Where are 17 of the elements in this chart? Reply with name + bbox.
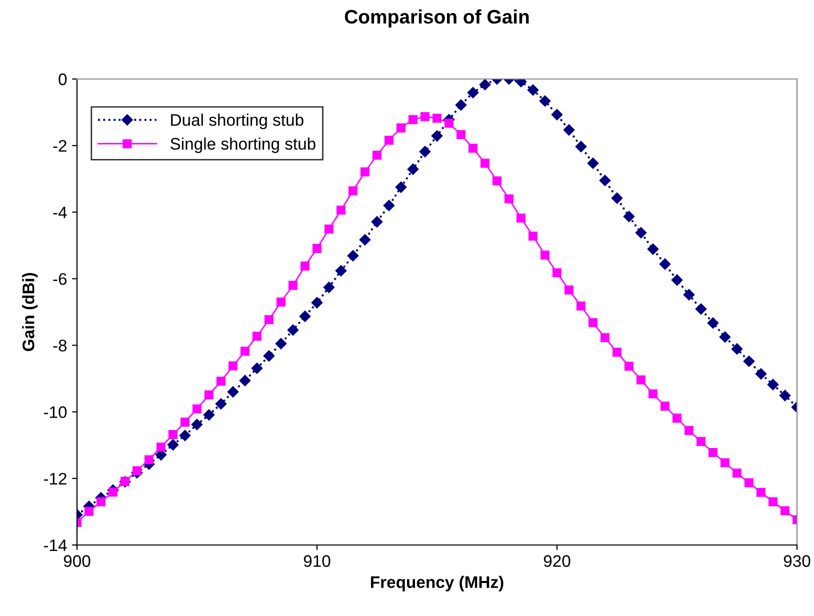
y-tick-label: -12 xyxy=(44,472,66,484)
legend-label: Single shorting stub xyxy=(170,137,316,154)
y-tick-label: 0 xyxy=(58,73,67,86)
y-axis-title: Gain (dBi) xyxy=(22,273,38,352)
legend-label: Dual shorting stub xyxy=(171,114,304,130)
y-tick-label: -6 xyxy=(53,273,67,285)
x-tick-label: 930 xyxy=(784,555,810,567)
y-tick-label: -8 xyxy=(53,340,67,352)
x-tick-label: 900 xyxy=(64,555,90,567)
y-tick-label: -2 xyxy=(53,140,66,152)
chart-title: Comparison of Gain xyxy=(344,9,529,28)
y-tick-label: -10 xyxy=(44,406,67,418)
x-axis-title: Frequency (MHz) xyxy=(370,576,504,592)
y-tick-label: -14 xyxy=(44,540,67,552)
x-tick-label: 920 xyxy=(544,555,570,567)
y-tick-label: -4 xyxy=(53,206,67,218)
x-tick-label: 910 xyxy=(304,555,330,567)
